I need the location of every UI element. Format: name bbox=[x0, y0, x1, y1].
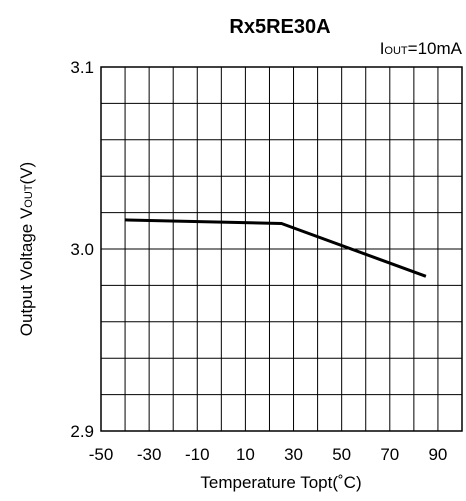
y-tick-labels: 2.9 3.0 3.1 bbox=[70, 58, 94, 441]
x-tick-label: -50 bbox=[89, 445, 114, 464]
x-tick-label: 50 bbox=[332, 445, 351, 464]
y-tick-label: 2.9 bbox=[70, 422, 94, 441]
x-tick-label: 30 bbox=[284, 445, 303, 464]
plot-frame bbox=[100, 66, 463, 432]
x-tick-label: 10 bbox=[236, 445, 255, 464]
series-line bbox=[125, 218, 427, 278]
x-tick-label: 90 bbox=[428, 445, 447, 464]
x-tick-labels: -50 -30 -10 10 30 50 70 90 bbox=[89, 445, 448, 464]
x-axis-label: Temperature Topt(˚C) bbox=[200, 473, 361, 492]
x-tick-label: -10 bbox=[185, 445, 210, 464]
x-tick-label: -30 bbox=[137, 445, 162, 464]
grid bbox=[101, 67, 462, 431]
y-tick-label: 3.0 bbox=[70, 240, 94, 259]
y-axis-label: Output Voltage VOUT(V) bbox=[17, 162, 36, 336]
x-tick-label: 70 bbox=[380, 445, 399, 464]
chart-title: Rx5RE30A bbox=[229, 16, 330, 38]
condition-label: IOUT=10mA bbox=[380, 39, 463, 58]
y-tick-label: 3.1 bbox=[70, 58, 94, 77]
series-points bbox=[125, 219, 426, 277]
